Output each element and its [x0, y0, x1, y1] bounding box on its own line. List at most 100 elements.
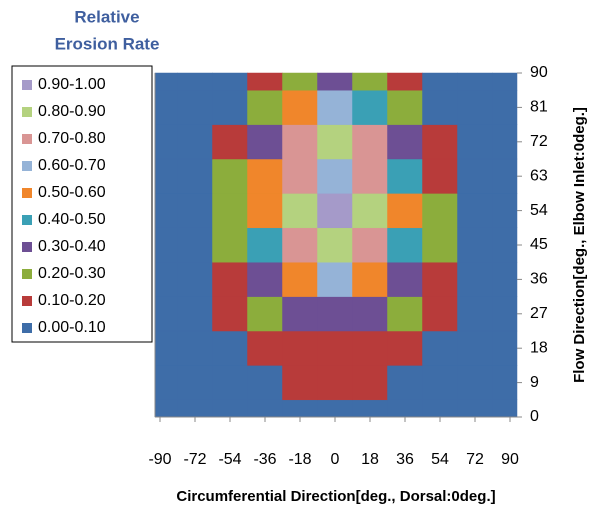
cell [387, 124, 423, 160]
cell [177, 261, 213, 297]
cell [352, 227, 388, 263]
cell [352, 124, 388, 160]
cell [387, 399, 423, 418]
cell [387, 330, 423, 366]
cell [154, 399, 178, 418]
cell [492, 158, 518, 194]
cell [212, 72, 248, 91]
cell [317, 365, 353, 401]
cell [387, 261, 423, 297]
cell [352, 72, 388, 91]
legend-box [11, 65, 153, 343]
cell [154, 227, 178, 263]
cell [154, 158, 178, 194]
cell [212, 227, 248, 263]
y-tick-label: 9 [530, 374, 539, 391]
y-axis-title: Flow Direction[deg., Elbow Inlet:0deg.] [571, 107, 588, 383]
cell [154, 124, 178, 160]
legend-swatch [22, 134, 32, 144]
cell [282, 399, 318, 418]
cell [154, 89, 178, 125]
x-tick-label: -36 [253, 451, 276, 468]
y-tick-label: 63 [530, 167, 548, 184]
cell [422, 124, 458, 160]
cell [247, 330, 283, 366]
cell [387, 89, 423, 125]
cell [282, 227, 318, 263]
cell [282, 330, 318, 366]
cell [492, 330, 518, 366]
cell [317, 227, 353, 263]
cell [212, 158, 248, 194]
cell [492, 89, 518, 125]
cell [457, 72, 493, 91]
cell [457, 399, 493, 418]
cell [212, 124, 248, 160]
cell [492, 261, 518, 297]
x-tick-label: 54 [431, 451, 449, 468]
cell [212, 330, 248, 366]
cell [352, 89, 388, 125]
legend-swatch [22, 80, 32, 90]
cell [282, 365, 318, 401]
cell [282, 261, 318, 297]
y-tick-label: 81 [530, 99, 548, 116]
cell [282, 193, 318, 229]
cell [492, 399, 518, 418]
cell [282, 158, 318, 194]
cell [317, 89, 353, 125]
legend-label: 0.70-0.80 [38, 130, 106, 147]
cell [422, 89, 458, 125]
cell [212, 89, 248, 125]
cell [492, 365, 518, 401]
cell [247, 227, 283, 263]
cell [492, 296, 518, 332]
cell [492, 193, 518, 229]
legend-swatch [22, 269, 32, 279]
y-tick-label: 18 [530, 339, 548, 356]
cell [154, 193, 178, 229]
cell [457, 330, 493, 366]
cell [247, 399, 283, 418]
cell [422, 261, 458, 297]
cell [282, 296, 318, 332]
y-tick-label: 90 [530, 64, 548, 81]
cell [177, 89, 213, 125]
cell [387, 193, 423, 229]
cell [177, 72, 213, 91]
cell [457, 89, 493, 125]
legend-swatch [22, 296, 32, 306]
legend-title: Relative [74, 7, 139, 26]
legend-label: 0.30-0.40 [38, 238, 106, 255]
cell [457, 365, 493, 401]
cell [317, 296, 353, 332]
cell [352, 193, 388, 229]
cell [317, 193, 353, 229]
cell [212, 296, 248, 332]
cell [177, 330, 213, 366]
cell [247, 365, 283, 401]
legend-label: 0.60-0.70 [38, 157, 106, 174]
cell [387, 365, 423, 401]
cell [422, 193, 458, 229]
y-tick-label: 36 [530, 271, 548, 288]
cell [457, 158, 493, 194]
cell [352, 296, 388, 332]
cell [422, 365, 458, 401]
legend-swatch [22, 215, 32, 225]
cell [492, 72, 518, 91]
cell [212, 399, 248, 418]
cell [177, 365, 213, 401]
legend-swatch [22, 107, 32, 117]
legend-label: 0.80-0.90 [38, 103, 106, 120]
cell [247, 193, 283, 229]
cell [154, 72, 178, 91]
x-tick-label: -18 [288, 451, 311, 468]
cell [422, 227, 458, 263]
cell [352, 365, 388, 401]
cell [387, 158, 423, 194]
cell [422, 158, 458, 194]
x-tick-label: -90 [148, 451, 171, 468]
cell [177, 227, 213, 263]
legend-label: 0.40-0.50 [38, 211, 106, 228]
